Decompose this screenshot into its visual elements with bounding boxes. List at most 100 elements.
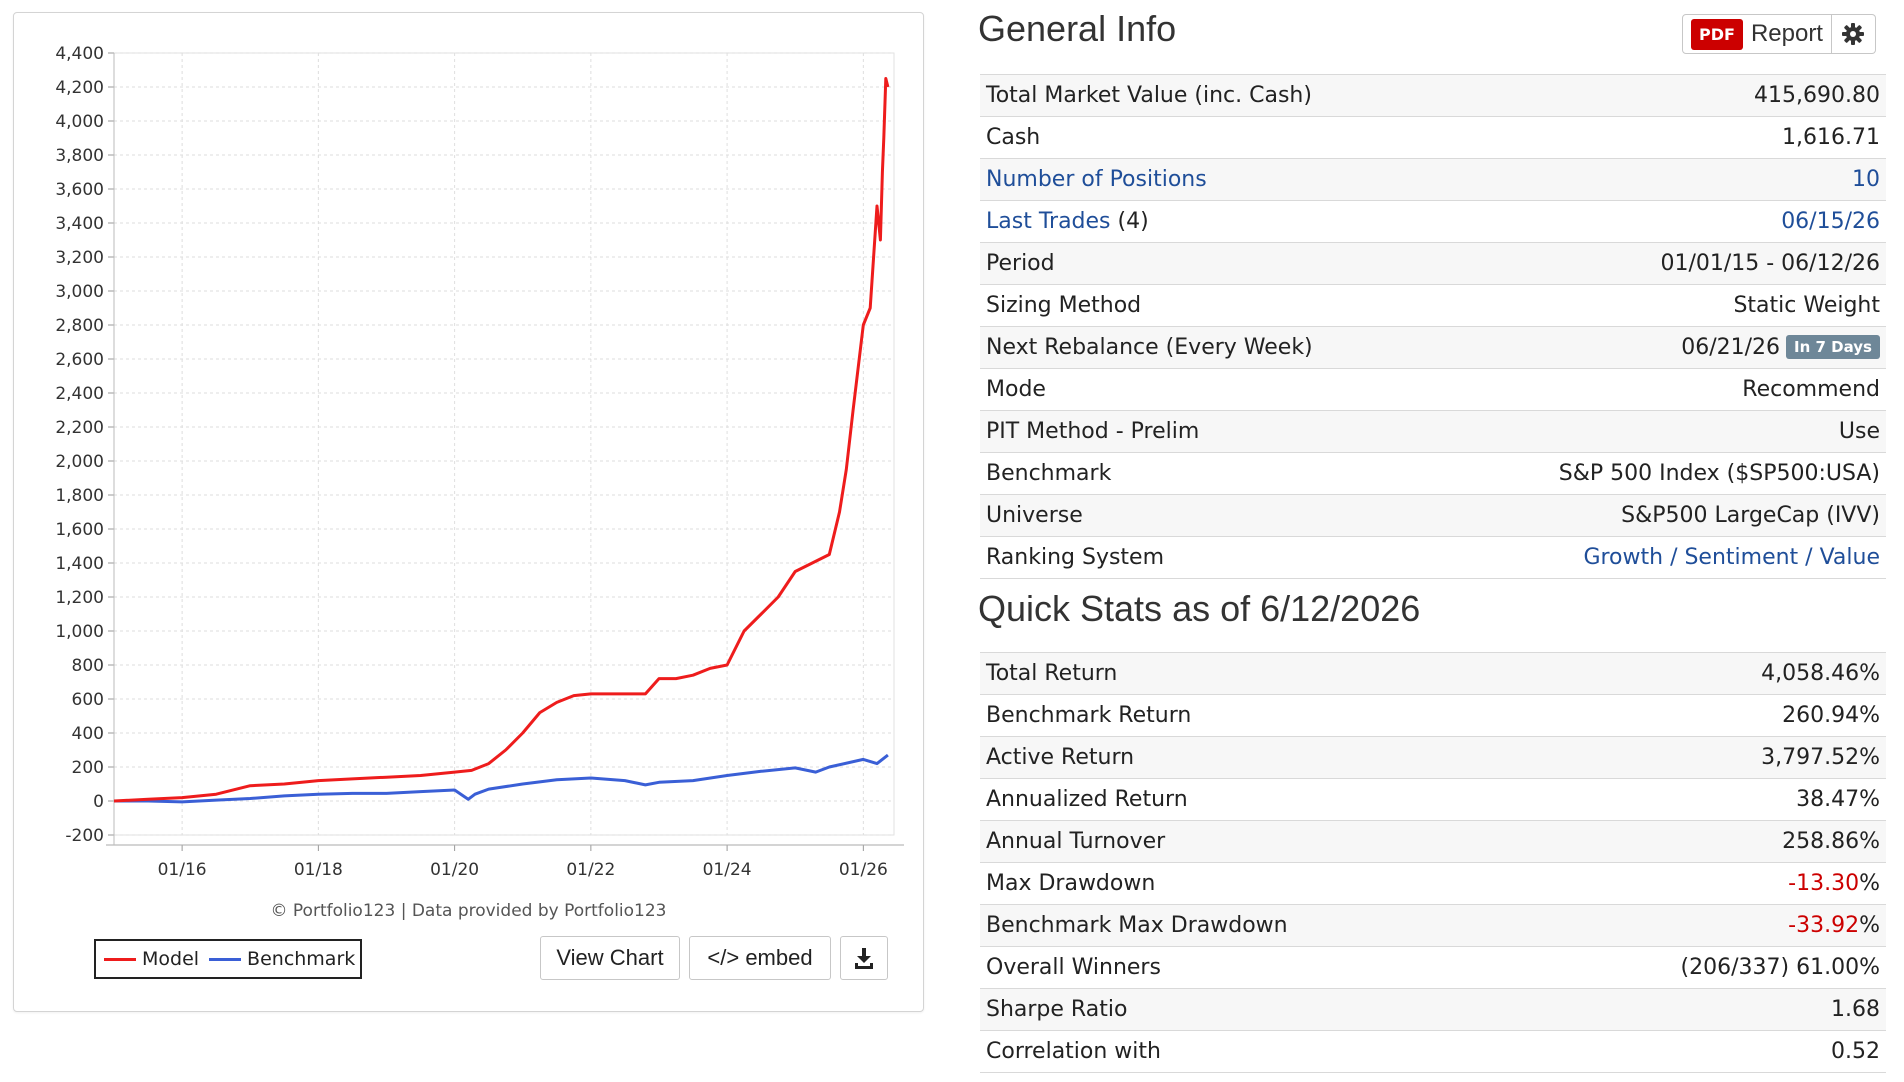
plot-area: [113, 52, 895, 836]
x-tick-label: 01/16: [158, 860, 207, 880]
positions-count-link[interactable]: 10: [1852, 167, 1880, 192]
stat-value: 4,058.46%: [1521, 652, 1886, 695]
y-tick-label: 4,000: [55, 112, 104, 132]
row-period: Period 01/01/15 - 06/12/26: [980, 242, 1886, 285]
row-value: 1,616.71: [1436, 116, 1886, 159]
row-label: Next Rebalance (Every Week): [980, 326, 1437, 369]
y-tick-label: 1,400: [55, 554, 104, 574]
row-number-of-positions: Number of Positions 10: [980, 158, 1886, 201]
y-tick-label: 600: [72, 690, 104, 710]
y-tick-label: 2,600: [55, 350, 104, 370]
y-tick-label: 2,400: [55, 384, 104, 404]
row-label: Universe: [980, 494, 1437, 537]
stat-sharpe-ratio: Sharpe Ratio 1.68: [980, 988, 1886, 1031]
stat-value: 1.68: [1521, 988, 1886, 1031]
y-tick-label: 1,600: [55, 520, 104, 540]
stat-label: Benchmark Max Drawdown: [980, 904, 1522, 947]
stat-benchmark-max-drawdown: Benchmark Max Drawdown -33.92%: [980, 904, 1886, 947]
y-tick-label: 400: [72, 724, 104, 744]
stat-suffix: %: [1859, 913, 1880, 938]
y-tick-label: 2,000: [55, 452, 104, 472]
stat-annualized-return: Annualized Return 38.47%: [980, 778, 1886, 821]
last-trades-link[interactable]: Last Trades: [986, 209, 1111, 234]
y-tick-label: 2,200: [55, 418, 104, 438]
y-tick-label: 200: [72, 758, 104, 778]
legend-benchmark-label: Benchmark: [247, 948, 356, 970]
y-tick-label: 1,200: [55, 588, 104, 608]
download-icon: [855, 948, 873, 969]
gear-icon: [1842, 23, 1865, 45]
row-label: Cash: [980, 116, 1437, 159]
row-label: Total Market Value (inc. Cash): [980, 74, 1437, 117]
days-until-badge: In 7 Days: [1786, 335, 1880, 359]
row-last-trades: Last Trades (4) 06/15/26: [980, 200, 1886, 243]
y-tick-label: 1,000: [55, 622, 104, 642]
row-label: Sizing Method: [980, 284, 1437, 327]
next-rebalance-date: 06/21/26: [1681, 335, 1781, 360]
x-tick-label: 01/22: [566, 860, 615, 880]
row-benchmark: Benchmark S&P 500 Index ($SP500:USA): [980, 452, 1886, 495]
series-line-model: [113, 77, 890, 803]
stat-benchmark-return: Benchmark Return 260.94%: [980, 694, 1886, 737]
embed-button[interactable]: </> embed: [689, 936, 831, 980]
quick-stats-table: Total Return 4,058.46% Benchmark Return …: [980, 652, 1886, 1073]
download-button[interactable]: [840, 936, 888, 980]
row-sizing-method: Sizing Method Static Weight: [980, 284, 1886, 327]
general-info-title: General Info: [978, 8, 1177, 49]
legend-item-model[interactable]: Model: [104, 948, 199, 970]
y-tick-label: 3,200: [55, 248, 104, 268]
stat-overall-winners: Overall Winners (206/337) 61.00%: [980, 946, 1886, 989]
y-tick-label: -200: [65, 826, 104, 846]
stat-suffix: %: [1859, 871, 1880, 896]
stat-value: (206/337) 61.00%: [1521, 946, 1886, 989]
stat-value-negative: -33.92: [1788, 913, 1860, 938]
row-ranking-system: Ranking System Growth / Sentiment / Valu…: [980, 536, 1886, 579]
y-tick-label: 0: [93, 792, 104, 812]
legend-item-benchmark[interactable]: Benchmark: [209, 948, 355, 970]
row-label: Ranking System: [980, 536, 1437, 579]
stat-max-drawdown: Max Drawdown -13.30%: [980, 862, 1886, 905]
report-label: Report: [1750, 20, 1823, 47]
last-trades-date-link[interactable]: 06/15/26: [1781, 209, 1880, 234]
y-tick-label: 4,200: [55, 78, 104, 98]
x-tick-label: 01/26: [839, 860, 888, 880]
chart-credit: © Portfolio123 | Data provided by Portfo…: [270, 901, 667, 921]
row-next-rebalance: Next Rebalance (Every Week) 06/21/26 In 7…: [980, 326, 1886, 369]
stat-label: Overall Winners: [980, 946, 1522, 989]
stat-label: Active Return: [980, 736, 1522, 779]
row-total-market-value: Total Market Value (inc. Cash) 415,690.8…: [980, 74, 1886, 117]
stat-value: 0.52: [1521, 1030, 1886, 1073]
row-value: S&P500 LargeCap (IVV): [1436, 494, 1886, 537]
general-info-table: Total Market Value (inc. Cash) 415,690.8…: [980, 74, 1886, 579]
row-value: Static Weight: [1436, 284, 1886, 327]
x-tick-label: 01/24: [703, 860, 752, 880]
stat-value-negative: -13.30: [1788, 871, 1860, 896]
stat-label: Correlation with: [980, 1030, 1522, 1073]
row-label: Benchmark: [980, 452, 1437, 495]
last-trades-count: (4): [1110, 209, 1149, 234]
row-pit-method: PIT Method - Prelim Use: [980, 410, 1886, 453]
row-label: PIT Method - Prelim: [980, 410, 1437, 453]
y-tick-label: 3,000: [55, 282, 104, 302]
y-tick-label: 3,800: [55, 146, 104, 166]
y-tick-label: 2,800: [55, 316, 104, 336]
chart-legend: Model Benchmark: [94, 939, 362, 979]
row-cash: Cash 1,616.71: [980, 116, 1886, 159]
stat-label: Sharpe Ratio: [980, 988, 1522, 1031]
report-button-group: PDF Report: [1682, 14, 1876, 54]
quick-stats-title: Quick Stats as of 6/12/2026: [978, 588, 1421, 629]
y-tick-label: 1,800: [55, 486, 104, 506]
chart-panel: -200 0 200 400 600 800 1,000 1,200 1,400 1,600 1,8…: [13, 12, 924, 1012]
stat-value: 258.86%: [1521, 820, 1886, 863]
x-tick-label: 01/18: [294, 860, 343, 880]
stat-correlation: Correlation with 0.52: [980, 1030, 1886, 1073]
settings-button[interactable]: [1831, 14, 1876, 54]
view-chart-button[interactable]: View Chart: [540, 936, 680, 980]
row-universe: Universe S&P500 LargeCap (IVV): [980, 494, 1886, 537]
legend-benchmark-line-icon: [209, 957, 242, 961]
pdf-report-button[interactable]: PDF Report: [1682, 14, 1832, 54]
number-of-positions-link[interactable]: Number of Positions: [986, 167, 1207, 192]
legend-model-label: Model: [142, 948, 200, 970]
ranking-system-link[interactable]: Growth / Sentiment / Value: [1583, 545, 1880, 570]
pdf-icon: PDF: [1691, 18, 1743, 50]
